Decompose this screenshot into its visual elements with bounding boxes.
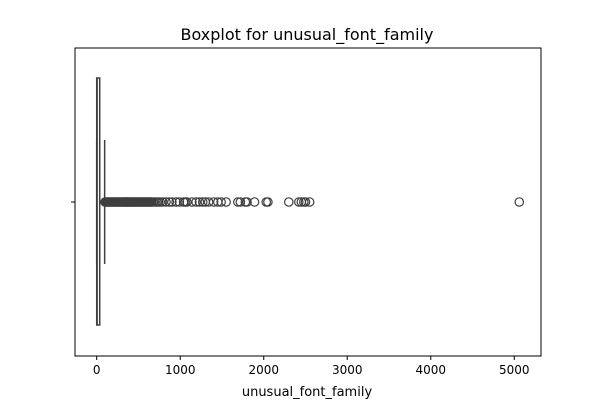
- outlier-point: [191, 197, 201, 207]
- outlier-point: [164, 197, 175, 207]
- outlier-point: [194, 197, 205, 207]
- outlier-point: [155, 197, 165, 207]
- outlier-point: [304, 197, 315, 207]
- x-axis-label: unusual_font_family: [242, 385, 373, 400]
- outlier-point: [514, 197, 525, 207]
- outlier-point: [242, 197, 252, 207]
- x-tick-label: 3000: [332, 363, 363, 377]
- outlier-point: [233, 197, 243, 207]
- outlier-point: [203, 197, 214, 207]
- outlier-point: [157, 197, 168, 207]
- outlier-point: [263, 197, 273, 207]
- plot-area: 0 1000 2000 3000 4000 5000: [71, 77, 530, 377]
- outlier-point: [171, 197, 181, 207]
- x-tick-label: 5000: [499, 363, 530, 377]
- outlier-point: [161, 197, 171, 207]
- axes-frame: [74, 47, 542, 357]
- outlier-point: [187, 197, 197, 207]
- outlier-point: [235, 197, 246, 207]
- outlier-point: [283, 197, 294, 207]
- x-tick-label: 0: [93, 363, 101, 377]
- outlier-point: [221, 197, 231, 207]
- outlier-point: [216, 197, 226, 207]
- x-tick-label: 1000: [165, 363, 196, 377]
- outlier-point: [197, 197, 208, 207]
- x-tick-label: 4000: [415, 363, 446, 377]
- outlier-point: [294, 197, 304, 207]
- outlier-point: [300, 197, 311, 207]
- chart-title: Boxplot for unusual_font_family: [181, 25, 434, 45]
- x-tick-label: 2000: [248, 363, 279, 377]
- outlier-point: [249, 197, 260, 207]
- outlier-point: [174, 197, 185, 207]
- outlier-point: [208, 197, 219, 207]
- outlier-point: [182, 197, 192, 207]
- outlier-point: [167, 197, 177, 207]
